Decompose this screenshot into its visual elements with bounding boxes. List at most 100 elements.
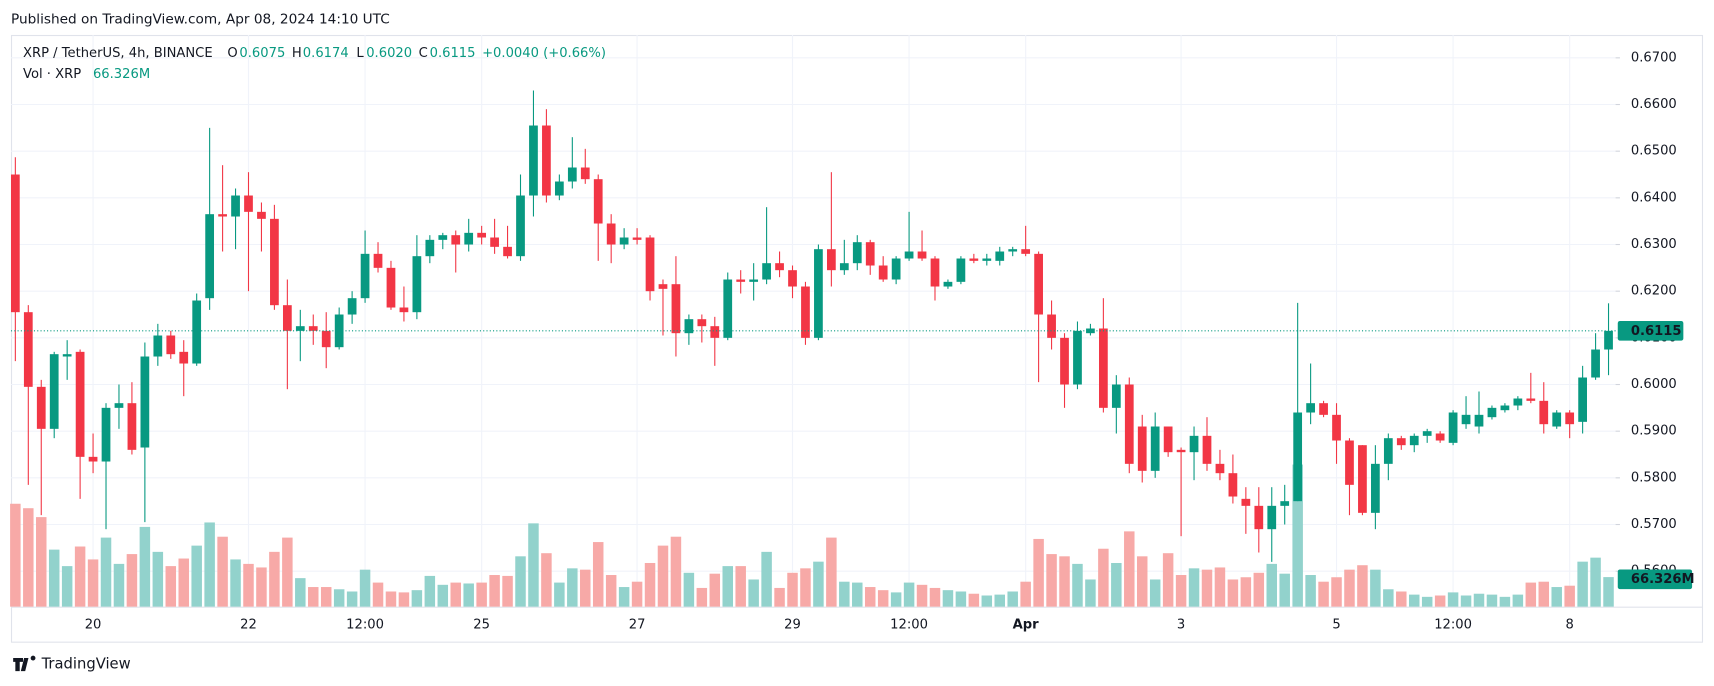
legend: XRP / TetherUS, 4h, BINANCE O 0.6075 H 0… [23,46,606,82]
x-tick-label: 3 [1177,618,1185,633]
volume-bar [424,575,436,607]
candle-body [62,354,72,357]
candle-body [645,237,655,292]
candle-body [399,307,409,313]
candle-body [1487,407,1497,418]
volume-bar [1085,579,1096,607]
candle-body [166,335,176,355]
x-tick-label: 12:00 [890,618,928,633]
candle-body [1150,426,1160,471]
volume-bar [1357,565,1368,607]
volume-value: 66.326M [93,67,150,82]
volume-bar [1331,577,1342,607]
candle-body [218,214,227,217]
volume-bar [1344,569,1355,607]
volume-bar [839,581,850,607]
candle-body [373,253,383,268]
volume-bar [1318,581,1329,607]
candle-body [1163,426,1173,453]
volume-bar [852,582,863,607]
volume-bar [1512,594,1524,607]
candle-body [231,195,240,217]
candle-body [308,326,318,331]
volume-bar [528,523,539,607]
volume-bar [502,575,513,607]
candle-body [1034,253,1043,315]
volume-bar [1098,548,1109,607]
candle-body [36,386,46,429]
x-tick-label: 25 [473,618,490,633]
y-tick-label: 0.5900 [1631,424,1677,439]
candle-body [451,235,461,245]
close-value: 0.6115 [430,46,476,61]
volume-bar [515,556,526,607]
volume-bar [476,582,487,607]
candle-body [1371,463,1380,513]
candle-body [1280,501,1290,506]
volume-bar [890,592,902,607]
volume-bar [826,537,837,607]
candle-body [282,305,292,331]
candle-body [153,335,163,357]
candle-body [775,263,784,271]
volume-bar [87,559,99,607]
candle-body [1021,249,1031,254]
candle-body [542,125,551,196]
high-label: H [292,46,302,61]
volume-bar [696,587,708,607]
open-label: O [227,46,237,61]
candle-body [257,211,266,219]
brand-logo [13,655,36,672]
candle-body [1552,412,1562,427]
volume-bar [1564,585,1575,607]
volume-bar [1460,595,1472,607]
volume-bar [282,537,293,607]
candle-body [619,237,629,245]
volume-bar [567,568,578,607]
volume-bar [385,591,397,607]
candle-body [270,218,279,306]
y-tick-label: 0.6600 [1631,97,1677,112]
candle-body [788,270,797,287]
volume-bar [968,593,980,607]
volume-bar [152,551,164,607]
volume-bar [1124,531,1135,607]
volume-bar [1292,464,1303,607]
volume-bar [178,558,189,607]
change-value: +0.0040 (+0.66%) [482,46,606,61]
candle-body [917,251,927,259]
candle-body [438,235,448,240]
candle-body [1099,328,1108,408]
candle-body [1474,414,1484,427]
volume-bar [1603,577,1614,607]
candle-body [412,256,422,313]
volume-title: Vol · XRP [23,67,81,82]
low-value: 0.6020 [366,46,412,61]
volume-bar [1486,594,1498,607]
volume-bar [748,579,759,607]
volume-bar [359,569,371,607]
volume-bar [592,542,604,607]
candle-body [321,330,331,348]
candle-body [1137,426,1147,471]
candle-body [179,351,189,364]
candle-body [606,223,616,245]
candle-body [503,246,512,257]
candle-body [710,326,720,338]
x-tick-label: 22 [240,618,257,633]
volume-bar [1020,581,1031,607]
candle-body [347,298,357,315]
volume-bar [1408,594,1420,607]
volume-bar [735,566,746,607]
volume-bar [1305,575,1316,607]
open-value: 0.6075 [239,46,285,61]
close-label: C [419,46,428,61]
volume-bar [100,537,112,607]
volume-bar [126,554,138,607]
volume-bar [942,590,954,607]
candle-body [736,279,746,282]
candle-body [762,263,771,280]
volume-bar [1383,589,1394,607]
candle-body [1591,349,1600,378]
candle-body [1176,449,1186,453]
